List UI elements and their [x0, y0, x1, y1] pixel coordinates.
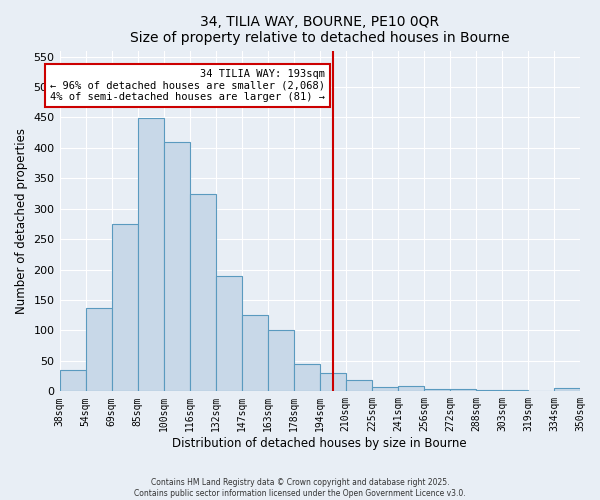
Title: 34, TILIA WAY, BOURNE, PE10 0QR
Size of property relative to detached houses in : 34, TILIA WAY, BOURNE, PE10 0QR Size of … [130, 15, 509, 45]
Bar [190, 194, 215, 392]
Bar [372, 387, 398, 392]
Bar [86, 308, 112, 392]
Bar [137, 118, 164, 392]
Bar [502, 390, 528, 392]
Bar [112, 224, 137, 392]
Bar [554, 388, 580, 392]
Bar [450, 389, 476, 392]
Bar [164, 142, 190, 392]
Y-axis label: Number of detached properties: Number of detached properties [15, 128, 28, 314]
Bar [476, 390, 502, 392]
Bar [242, 316, 268, 392]
Bar [268, 330, 294, 392]
Bar [59, 370, 86, 392]
X-axis label: Distribution of detached houses by size in Bourne: Distribution of detached houses by size … [172, 437, 467, 450]
Bar [528, 390, 554, 392]
Bar [346, 380, 372, 392]
Text: Contains HM Land Registry data © Crown copyright and database right 2025.
Contai: Contains HM Land Registry data © Crown c… [134, 478, 466, 498]
Bar [294, 364, 320, 392]
Bar [215, 276, 242, 392]
Text: 34 TILIA WAY: 193sqm
← 96% of detached houses are smaller (2,068)
4% of semi-det: 34 TILIA WAY: 193sqm ← 96% of detached h… [50, 69, 325, 102]
Bar [424, 389, 450, 392]
Bar [320, 373, 346, 392]
Bar [398, 386, 424, 392]
